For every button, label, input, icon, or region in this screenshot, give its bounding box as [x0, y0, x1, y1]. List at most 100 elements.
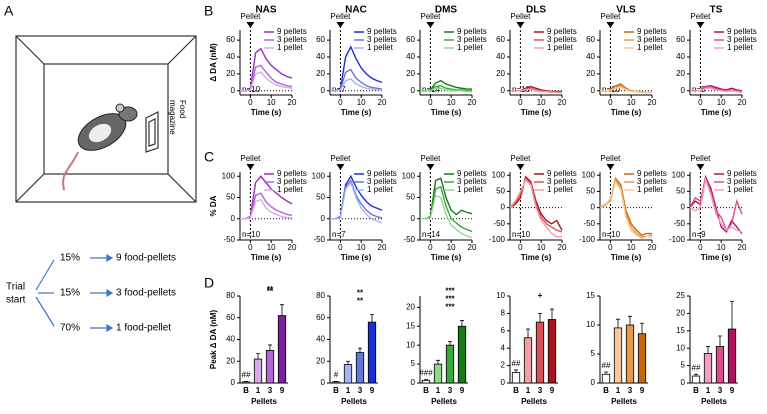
y-tick-label: 50: [226, 193, 235, 202]
x-tick-label: 9: [550, 386, 555, 395]
x-axis-label: Time (s): [341, 108, 372, 117]
chart-title: VLS: [616, 5, 636, 16]
significance: #: [334, 370, 339, 379]
y-axis-label: Δ DA (nM): [209, 43, 218, 82]
y-tick-label: -100: [489, 235, 506, 244]
x-tick-label: 1: [706, 386, 711, 395]
x-tick-label: 20: [378, 243, 387, 252]
x-tick-label: 1: [346, 386, 351, 395]
bar: [241, 381, 251, 384]
x-tick-label: 0: [698, 98, 703, 107]
y-tick-label: 10: [406, 340, 415, 349]
error-bar: [448, 340, 452, 346]
legend-label: 9 pellets: [547, 169, 577, 178]
y-tick-label: 0: [321, 378, 326, 387]
legend-label: 3 pellets: [367, 177, 397, 186]
y-tick-label: 0: [411, 86, 416, 95]
panel-label: B: [204, 3, 213, 19]
legend-label: 9 pellets: [637, 27, 667, 36]
y-tick-label: 20: [316, 356, 325, 365]
significance: ##: [512, 359, 521, 368]
y-tick-label: 40: [406, 52, 415, 61]
event-label: Pellet: [240, 154, 261, 163]
bar: [277, 315, 287, 384]
x-axis-label: Time (s): [611, 253, 642, 262]
legend-label: 3 pellets: [637, 177, 667, 186]
x-tick-label: 9: [370, 386, 375, 395]
x-tick-label: 20: [288, 98, 297, 107]
y-tick-label: 40: [316, 52, 325, 61]
y-axis-label: Peak Δ DA (nM): [209, 310, 218, 370]
y-tick-label: 0: [681, 378, 686, 387]
error-bar: [358, 347, 362, 353]
x-tick-label: 20: [558, 98, 567, 107]
legend-label: 1 pellet: [727, 185, 754, 194]
event-label: Pellet: [510, 154, 531, 163]
legend-label: 9 pellets: [637, 169, 667, 178]
y-tick-label: 80: [226, 291, 235, 300]
legend-label: 1 pellet: [727, 43, 754, 52]
panel-label: C: [204, 149, 214, 165]
branch-probability: 70%: [60, 323, 80, 334]
x-tick-label: 0: [248, 98, 253, 107]
x-tick-label: 10: [537, 243, 546, 252]
y-tick-label: 20: [586, 69, 595, 78]
y-tick-label: 100: [492, 170, 506, 179]
x-tick-label: 3: [628, 386, 633, 395]
event-marker: [246, 22, 255, 28]
x-axis-label: Time (s): [431, 108, 462, 117]
error-bar: [616, 318, 620, 328]
legend-label: 9 pellets: [727, 169, 757, 178]
y-tick-label: -50: [223, 235, 235, 244]
event-label: Pellet: [600, 12, 621, 21]
error-bar: [346, 360, 350, 365]
significance: +: [538, 291, 543, 300]
y-tick-label: 0: [321, 86, 326, 95]
legend-label: 1 pellet: [277, 185, 304, 194]
significance: **: [357, 297, 364, 306]
event-marker: [336, 164, 345, 170]
x-axis-label: Time (s): [611, 108, 642, 117]
x-tick-label: 0: [248, 243, 253, 252]
y-tick-label: -50: [493, 219, 505, 228]
x-axis-label: Time (s): [521, 108, 552, 117]
y-tick-label: 20: [406, 69, 415, 78]
y-tick-label: 20: [226, 69, 235, 78]
y-tick-label: -100: [669, 235, 686, 244]
y-tick-label: 50: [406, 193, 415, 202]
event-label: Pellet: [330, 154, 351, 163]
y-tick-label: 15: [676, 326, 685, 335]
significance: ###: [419, 369, 433, 378]
y-tick-label: 50: [496, 187, 505, 196]
y-tick-label: 20: [676, 69, 685, 78]
event-marker: [246, 164, 255, 170]
y-tick-label: 60: [226, 313, 235, 322]
x-tick-label: 0: [428, 98, 433, 107]
y-tick-label: 40: [496, 52, 505, 61]
n-label: n=7: [332, 230, 346, 239]
n-label: n=14: [422, 230, 441, 239]
error-bar: [604, 371, 608, 375]
y-tick-label: 100: [312, 171, 326, 180]
x-axis-label: Time (s): [431, 253, 462, 262]
y-tick-label: 0: [501, 203, 506, 212]
bar: [331, 381, 341, 384]
event-label: Pellet: [420, 154, 441, 163]
y-tick-label: 40: [586, 52, 595, 61]
y-tick-label: 0: [591, 378, 596, 387]
error-bar: [706, 346, 710, 354]
error-bar: [526, 328, 530, 338]
y-tick-label: 0: [321, 214, 326, 223]
error-bar: [370, 314, 374, 323]
legend-label: 1 pellet: [457, 43, 484, 52]
error-bar: [424, 379, 428, 381]
n-label: n=10: [242, 230, 261, 239]
x-tick-label: 10: [627, 98, 636, 107]
x-tick-label: 10: [267, 243, 276, 252]
y-tick-label: 0: [231, 378, 236, 387]
branch-outcome: 3 food-pellets: [116, 288, 176, 299]
legend-label: 1 pellet: [367, 185, 394, 194]
significance: ***: [445, 287, 455, 296]
bar: [433, 363, 443, 384]
x-axis-label: Pellets: [521, 397, 547, 406]
